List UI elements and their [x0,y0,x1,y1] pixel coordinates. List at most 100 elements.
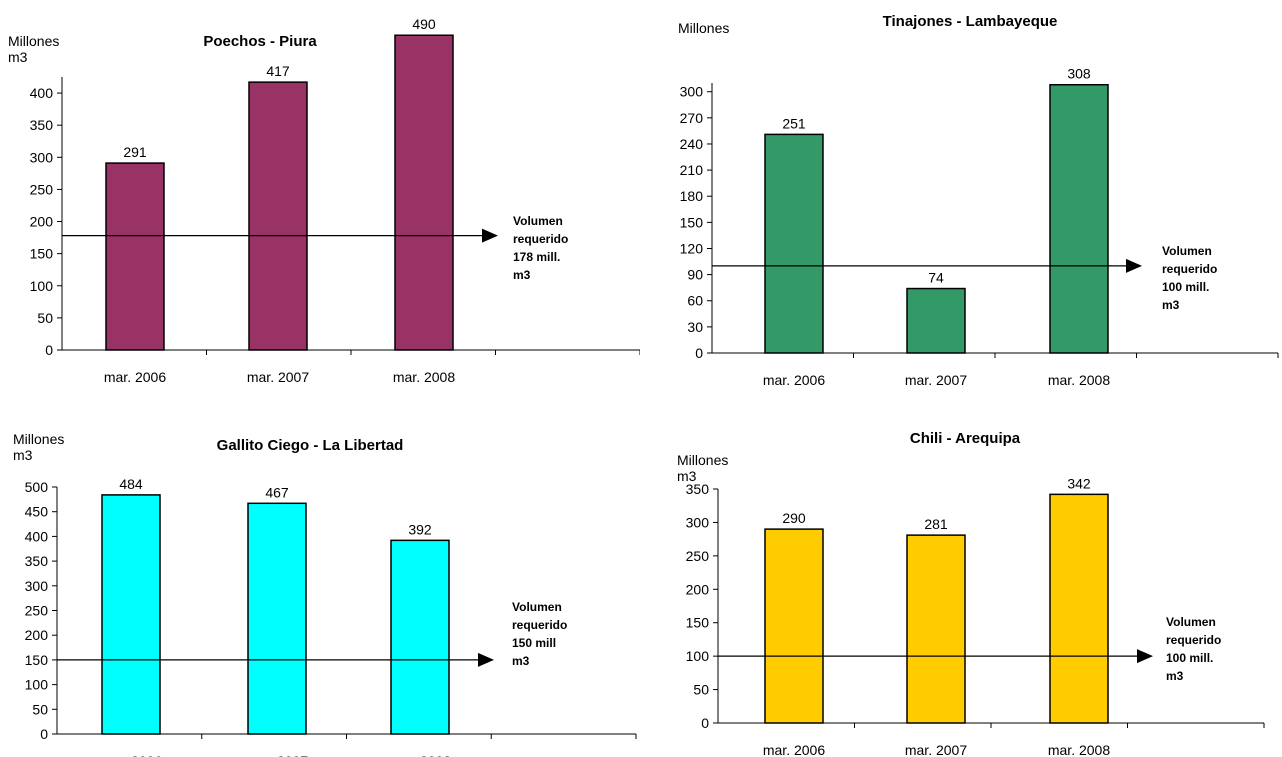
note-line: 178 mill. m3 [513,250,561,282]
bar [906,287,966,354]
data-label: 342 [1067,475,1091,491]
note-line: 100 mill. m3 [1162,280,1210,312]
y-axis-title: Millones m3 [13,431,65,463]
y-tick-label: 210 [680,162,704,178]
y-tick-label: 350 [30,117,54,133]
y-tick-label: 450 [25,504,49,520]
chart-title: Chili - Arequipa [909,430,1021,447]
bar [394,34,454,351]
y-tick-label: 300 [25,578,49,594]
note-line: Volumen [1162,244,1212,258]
arrow-head-icon [1137,649,1153,664]
data-label: 308 [1067,66,1091,82]
x-tick-label: mar. 2006 [100,753,162,757]
note-line: 100 mill. m3 [1166,651,1214,683]
y-tick-label: 400 [25,528,49,544]
y-tick-label: 50 [32,701,48,717]
y-tick-label: 300 [680,84,704,100]
bar [105,162,165,351]
y-tick-label: 120 [680,240,704,256]
chart-title: Gallito Ciego - La Libertad [216,437,404,454]
x-tick-label: mar. 2008 [1048,372,1110,388]
x-tick-label: mar. 2006 [763,742,825,757]
y-tick-label: 90 [687,267,703,283]
x-tick-label: mar. 2008 [389,753,451,757]
y-tick-label: 100 [25,677,49,693]
y-tick-label: 0 [701,715,709,731]
note-line: Volumen [513,214,563,228]
bar [764,133,824,354]
x-tick-label: mar. 2007 [246,753,308,757]
bar [390,539,450,735]
y-tick-label: 150 [686,615,710,631]
y-axis-title: Millones m3 [8,33,60,65]
bar-chart-poechos: 0 50 100 150 200 250 300 350 400 291 mar. 2006 417 m… [30,16,640,385]
y-tick-label: 0 [40,726,48,742]
note-line: requerido [513,232,569,246]
y-tick-label: 250 [686,548,710,564]
y-tick-label: 250 [25,603,49,619]
data-label: 417 [266,63,290,79]
y-tick-label: 200 [686,581,710,597]
bar [906,534,966,724]
bar [1049,83,1109,354]
required-volume-note: Volumen requerido 150 mill m3 [512,598,567,670]
data-label: 291 [123,144,147,160]
x-tick-label: mar. 2006 [763,372,825,388]
x-tick-label: mar. 2007 [905,372,967,388]
x-tick-label: mar. 2007 [247,369,309,385]
x-tick-label: mar. 2006 [104,369,166,385]
y-tick-label: 200 [25,627,49,643]
y-axis-title: Millones [678,20,730,36]
note-line: requerido [1166,633,1222,647]
y-tick-label: 50 [37,310,53,326]
arrow-head-icon [1126,258,1142,273]
bar-chart-gallito-ciego: 0 50 100 150 200 250 300 350 400 450 500 484 mar. 20… [25,476,637,757]
arrow-head-icon [478,652,494,667]
y-tick-label: 500 [25,479,49,495]
y-tick-label: 0 [695,345,703,361]
bar-chart-tinajones: 0 30 60 90 120 150 180 210 240 270 300 251 mar. 2006… [680,66,1279,388]
y-tick-label: 300 [30,149,54,165]
required-volume-note: Volumen requerido 100 mill. m3 [1166,613,1221,685]
y-tick-label: 150 [30,246,54,262]
data-label: 281 [924,516,948,532]
data-label: 467 [265,484,289,500]
bar [248,81,308,351]
y-tick-label: 150 [25,652,49,668]
y-tick-label: 300 [686,514,710,530]
note-line: requerido [1162,262,1218,276]
bar [247,502,307,735]
x-tick-label: mar. 2007 [905,742,967,757]
y-tick-label: 240 [680,136,704,152]
chart-title: Poechos - Piura [203,33,317,50]
data-label: 251 [782,115,806,131]
note-line: Volumen [512,600,562,614]
bar [1049,493,1109,724]
y-tick-label: 30 [687,319,703,335]
y-tick-label: 150 [680,214,704,230]
chart-title: Tinajones - Lambayeque [882,13,1058,30]
y-tick-label: 400 [30,85,54,101]
y-tick-label: 0 [45,342,53,358]
note-line: requerido [512,618,568,632]
y-tick-label: 200 [30,214,54,230]
data-label: 484 [119,476,143,492]
y-tick-label: 350 [25,553,49,569]
data-label: 392 [408,521,432,537]
y-tick-label: 250 [30,181,54,197]
y-tick-label: 350 [686,481,710,497]
y-tick-label: 180 [680,188,704,204]
x-tick-label: mar. 2008 [393,369,455,385]
note-line: Volumen [1166,615,1216,629]
data-label: 490 [412,16,436,32]
y-tick-label: 100 [30,278,54,294]
y-tick-label: 50 [693,682,709,698]
note-line: 150 mill m3 [512,636,557,668]
bar [764,528,824,724]
y-tick-label: 100 [686,648,710,664]
data-label: 290 [782,510,806,526]
y-tick-label: 60 [687,293,703,309]
data-label: 74 [928,270,944,286]
